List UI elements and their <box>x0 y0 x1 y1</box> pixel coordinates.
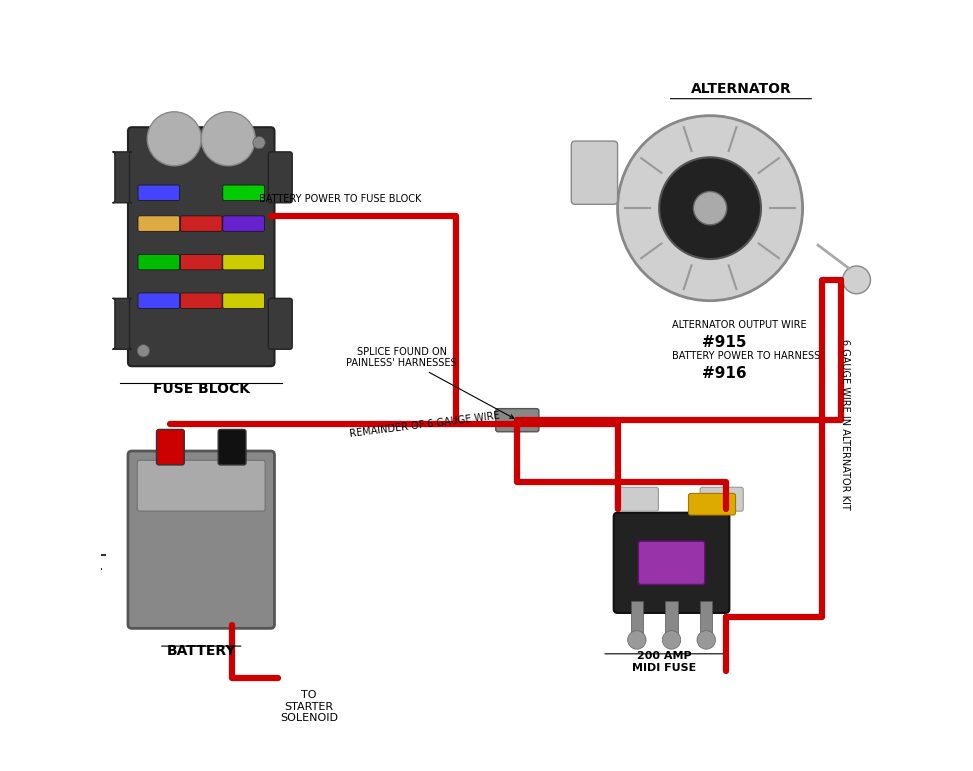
FancyBboxPatch shape <box>157 429 184 465</box>
FancyBboxPatch shape <box>138 293 180 308</box>
Circle shape <box>694 191 727 225</box>
FancyBboxPatch shape <box>269 152 292 203</box>
FancyBboxPatch shape <box>138 216 180 231</box>
Circle shape <box>147 112 201 166</box>
Text: REMAINDER OF 6 GAUGE WIRE: REMAINDER OF 6 GAUGE WIRE <box>349 411 500 439</box>
FancyBboxPatch shape <box>138 185 180 200</box>
FancyBboxPatch shape <box>689 493 736 515</box>
FancyBboxPatch shape <box>615 487 659 511</box>
FancyBboxPatch shape <box>113 298 131 349</box>
Circle shape <box>659 157 761 259</box>
Circle shape <box>843 266 871 294</box>
Circle shape <box>618 116 803 301</box>
FancyBboxPatch shape <box>223 185 265 200</box>
FancyBboxPatch shape <box>113 152 131 203</box>
FancyBboxPatch shape <box>700 487 743 511</box>
FancyBboxPatch shape <box>571 141 618 204</box>
Text: SPLICE FOUND ON
PAINLESS' HARNESSES: SPLICE FOUND ON PAINLESS' HARNESSES <box>346 347 514 419</box>
FancyBboxPatch shape <box>180 254 222 270</box>
Text: #915: #915 <box>703 335 747 350</box>
FancyBboxPatch shape <box>137 460 266 511</box>
Bar <box>666 601 678 640</box>
FancyBboxPatch shape <box>180 216 222 231</box>
Text: ALTERNATOR OUTPUT WIRE: ALTERNATOR OUTPUT WIRE <box>671 320 807 330</box>
Text: FUSE BLOCK: FUSE BLOCK <box>153 382 250 396</box>
Text: 200 AMP
MIDI FUSE: 200 AMP MIDI FUSE <box>631 651 696 673</box>
FancyBboxPatch shape <box>128 127 274 366</box>
FancyBboxPatch shape <box>638 541 704 584</box>
Text: BATTERY: BATTERY <box>166 644 236 658</box>
FancyBboxPatch shape <box>496 409 539 432</box>
FancyBboxPatch shape <box>138 254 180 270</box>
Text: TO
STARTER
SOLENOID: TO STARTER SOLENOID <box>280 690 339 723</box>
FancyBboxPatch shape <box>218 429 246 465</box>
Circle shape <box>137 345 150 357</box>
Bar <box>631 601 643 640</box>
FancyBboxPatch shape <box>614 513 730 613</box>
Text: 6 GAUGE WIRE IN ALTERNATOR KIT: 6 GAUGE WIRE IN ALTERNATOR KIT <box>840 338 850 510</box>
FancyBboxPatch shape <box>223 216 265 231</box>
Circle shape <box>201 112 255 166</box>
Text: ALTERNATOR: ALTERNATOR <box>691 82 791 96</box>
FancyBboxPatch shape <box>223 254 265 270</box>
Circle shape <box>663 631 681 649</box>
Circle shape <box>697 631 715 649</box>
Text: BATTERY POWER TO HARNESS: BATTERY POWER TO HARNESS <box>671 351 820 361</box>
FancyBboxPatch shape <box>269 298 292 349</box>
FancyBboxPatch shape <box>180 293 222 308</box>
FancyBboxPatch shape <box>128 451 274 628</box>
Text: BATTERY POWER TO FUSE BLOCK: BATTERY POWER TO FUSE BLOCK <box>259 194 421 204</box>
Circle shape <box>253 136 266 149</box>
FancyBboxPatch shape <box>223 293 265 308</box>
Circle shape <box>628 631 646 649</box>
Bar <box>700 601 712 640</box>
Text: #916: #916 <box>703 366 747 381</box>
